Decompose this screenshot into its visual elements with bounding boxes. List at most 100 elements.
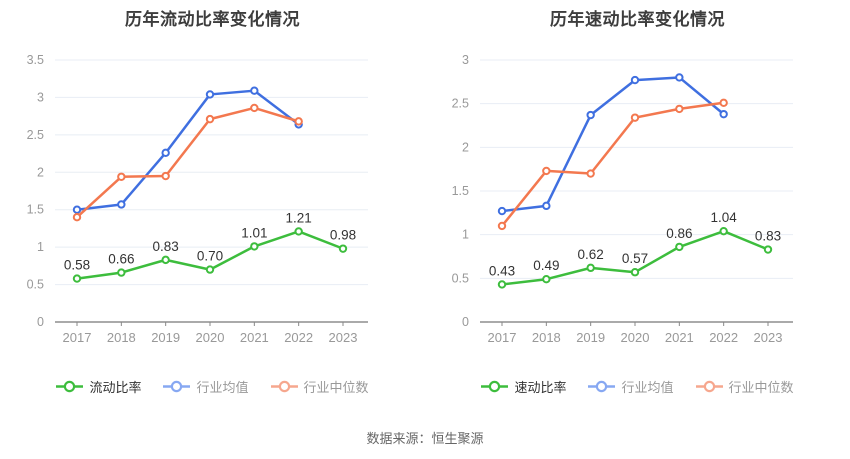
x-tick-label: 2018 (532, 330, 561, 345)
chart-title: 历年流动比率变化情况 (125, 10, 300, 29)
data-point-label: 0.70 (197, 249, 223, 264)
data-point-marker (72, 274, 82, 283)
y-tick-label: 3.5 (27, 53, 44, 67)
data-point-marker (719, 226, 728, 236)
legend-label: 流动比率 (89, 379, 142, 395)
y-tick-label: 2 (462, 140, 469, 154)
data-point-label: 0.83 (755, 229, 781, 244)
legend-item-0[interactable]: 速动比率 (481, 377, 566, 396)
x-tick-label: 2020 (621, 330, 650, 345)
data-point-label: 0.43 (489, 263, 515, 278)
legend-item-1[interactable]: 行业均值 (588, 377, 674, 396)
data-point-marker (586, 169, 595, 178)
data-point-marker (630, 75, 640, 85)
legend-item-0[interactable]: 流动比率 (56, 377, 141, 396)
data-point-label: 0.98 (330, 228, 356, 243)
x-tick-label: 2018 (107, 330, 136, 345)
x-tick-label: 2019 (576, 330, 605, 345)
data-point-marker (542, 166, 551, 176)
legend-label: 行业均值 (196, 379, 249, 395)
data-point-marker (117, 268, 126, 277)
legend-marker-icon (588, 380, 616, 392)
data-point-marker (719, 98, 728, 107)
data-point-marker (294, 117, 303, 126)
data-point-marker (542, 275, 551, 284)
x-tick-label: 2023 (329, 330, 358, 345)
y-tick-label: 0.5 (452, 271, 469, 285)
data-point-marker (542, 201, 551, 211)
y-tick-label: 1.5 (452, 184, 469, 198)
data-point-marker (205, 265, 215, 274)
data-point-marker (497, 221, 507, 231)
data-point-marker (675, 104, 684, 114)
x-tick-label: 2019 (151, 330, 180, 345)
legend-item-2[interactable]: 行业中位数 (695, 377, 794, 396)
data-point-marker (586, 110, 595, 120)
data-point-label: 0.57 (622, 251, 648, 266)
data-point-marker (719, 109, 728, 119)
legend-marker-icon (481, 380, 509, 392)
data-point-label: 1.01 (241, 225, 267, 240)
y-tick-label: 0.5 (27, 278, 44, 292)
legend-marker-icon (163, 380, 191, 392)
y-tick-label: 1 (462, 228, 469, 242)
quick-ratio-chart: 历年速动比率变化情况 0 0.5 1 1.5 2 2.5 3 2017 2018 2019 2020… (425, 0, 850, 396)
current-ratio-chart: 历年流动比率变化情况 0 0.5 1 1.5 2 2.5 3 3.5 2017 2018 2019 2… (0, 0, 425, 396)
legend-label: 行业中位数 (728, 379, 794, 395)
legend-marker-icon (270, 380, 298, 392)
data-point-marker (338, 244, 348, 253)
charts-row: 历年流动比率变化情况 0 0.5 1 1.5 2 2.5 3 3.5 2017 2018 2019 2… (0, 0, 850, 396)
data-point-label: 0.62 (578, 247, 604, 262)
data-point-marker (161, 171, 170, 181)
series-line (500, 101, 725, 228)
series-line (75, 106, 300, 219)
chart-legend: 速动比率 行业均值 行业中位数 (425, 376, 850, 396)
y-tick-label: 1.5 (27, 203, 44, 217)
legend-item-1[interactable]: 行业均值 (163, 377, 249, 396)
data-point-marker (294, 227, 303, 236)
y-tick-label: 0 (462, 315, 469, 329)
data-point-label: 1.21 (286, 210, 312, 225)
data-point-label: 1.04 (711, 210, 738, 225)
y-tick-label: 3 (462, 53, 469, 67)
legend-marker-icon (56, 380, 84, 392)
y-tick-label: 3 (37, 90, 44, 104)
data-point-marker (72, 205, 82, 214)
y-tick-label: 2.5 (27, 128, 44, 142)
legend-label: 行业中位数 (303, 379, 369, 395)
x-tick-label: 2017 (488, 330, 517, 345)
data-point-marker (161, 148, 170, 158)
data-point-marker (675, 242, 684, 252)
x-tick-label: 2023 (754, 330, 783, 345)
legend-label: 速动比率 (514, 379, 567, 395)
data-point-marker (250, 242, 259, 251)
y-tick-label: 2.5 (452, 97, 469, 111)
data-point-marker (117, 200, 126, 209)
data-point-marker (497, 280, 507, 289)
series-line (75, 89, 300, 211)
data-point-marker (250, 103, 259, 113)
series-line (500, 76, 725, 213)
data-point-marker (161, 255, 170, 265)
data-point-marker (586, 263, 595, 273)
data-point-marker (205, 114, 215, 124)
data-point-label: 0.49 (533, 258, 559, 273)
x-tick-label: 2020 (196, 330, 225, 345)
chart-legend: 流动比率 行业均值 行业中位数 (0, 376, 425, 396)
data-point-label: 0.66 (108, 252, 134, 267)
legend-label: 行业均值 (621, 379, 674, 395)
y-tick-label: 2 (37, 165, 44, 179)
x-tick-label: 2021 (665, 330, 694, 345)
data-point-marker (675, 73, 684, 82)
chart-title: 历年速动比率变化情况 (550, 10, 725, 29)
data-point-marker (497, 206, 507, 216)
data-point-label: 0.83 (153, 239, 179, 254)
x-tick-label: 2017 (63, 330, 92, 345)
y-tick-label: 1 (37, 240, 44, 254)
data-point-label: 0.86 (666, 226, 692, 241)
data-source-label: 数据来源：恒生聚源 (366, 431, 484, 446)
y-tick-label: 0 (37, 315, 44, 329)
x-tick-label: 2022 (284, 330, 313, 345)
legend-item-2[interactable]: 行业中位数 (270, 377, 369, 396)
